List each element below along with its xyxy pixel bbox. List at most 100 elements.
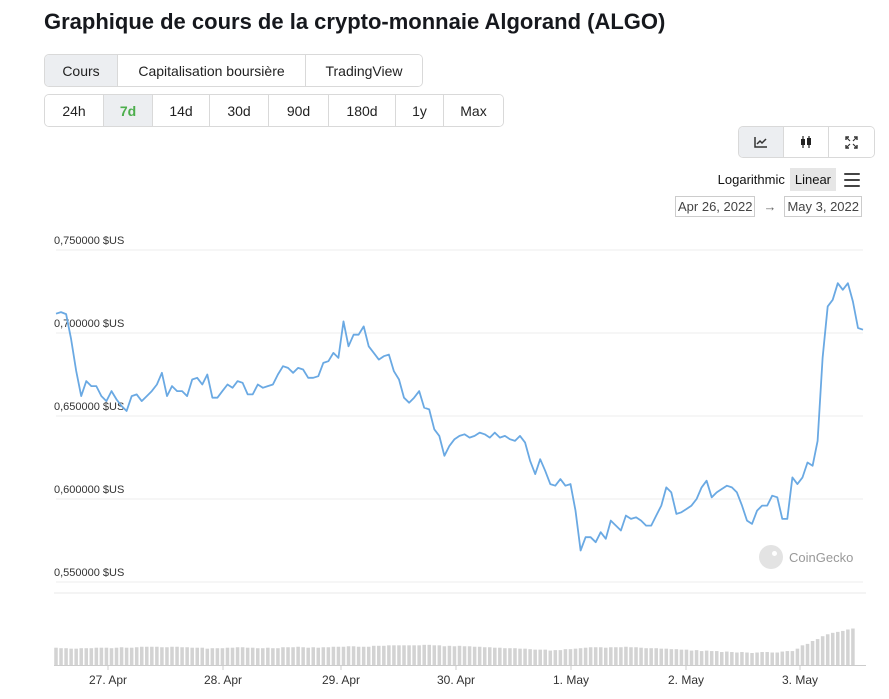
range-max[interactable]: Max [444, 95, 503, 126]
range-180d[interactable]: 180d [329, 95, 396, 126]
volume-bar [255, 648, 260, 665]
volume-bar [245, 647, 250, 665]
volume-bar [442, 646, 447, 665]
volume-bar [508, 648, 512, 665]
volume-bar [482, 647, 487, 665]
volume-bar [730, 652, 734, 665]
y-tick-label: 0,700000 $US [54, 318, 124, 330]
volume-bar [165, 647, 169, 665]
volume-bar [366, 646, 371, 665]
menu-icon[interactable] [844, 172, 860, 187]
volume-bar [619, 647, 623, 665]
volume-bar [427, 644, 432, 665]
volume-bar [568, 649, 573, 665]
range-tabs: 24h 7d 14d 30d 90d 180d 1y Max [44, 94, 504, 127]
y-tick-label: 0,550000 $US [54, 567, 124, 579]
volume-bar [220, 648, 225, 665]
volume-bar [588, 647, 593, 665]
volume-bar [336, 646, 341, 665]
tab-cours[interactable]: Cours [45, 55, 118, 86]
volume-bar [699, 651, 704, 665]
volume-bar [760, 652, 764, 665]
volume-bar [155, 646, 159, 665]
volume-bar [634, 647, 638, 665]
volume-bar [291, 647, 295, 665]
volume-bar [462, 646, 467, 665]
fullscreen-button[interactable] [829, 127, 874, 157]
scale-logarithmic[interactable]: Logarithmic [717, 172, 785, 187]
volume-bar [709, 651, 714, 665]
price-line [55, 282, 864, 552]
volume-bar [598, 647, 603, 665]
volume-bar [266, 647, 270, 665]
volume-bar [755, 652, 759, 665]
scale-linear[interactable]: Linear [789, 168, 836, 191]
volume-bar [417, 645, 421, 665]
volume-bar [533, 649, 537, 665]
volume-bar [810, 641, 815, 665]
volume-bar [740, 652, 744, 665]
volume-bar [654, 648, 658, 665]
date-range: Apr 26, 2022 → May 3, 2022 [675, 196, 862, 217]
volume-bar [624, 646, 628, 665]
volume-bar [387, 645, 391, 665]
volume-bar [190, 647, 194, 665]
volume-bar [150, 646, 154, 665]
volume-bar [775, 652, 780, 665]
volume-bar [815, 639, 820, 665]
volume-bar [795, 648, 800, 665]
y-tick-label: 0,600000 $US [54, 484, 124, 496]
range-14d[interactable]: 14d [153, 95, 210, 126]
volume-bar [180, 647, 184, 665]
volume-bar [210, 648, 215, 665]
volume-bar [487, 647, 492, 665]
volume-bar [725, 651, 729, 665]
volume-bar [402, 645, 406, 665]
candlestick-button[interactable] [784, 127, 829, 157]
volume-bar [225, 647, 230, 665]
candlestick-icon [801, 136, 811, 148]
x-tick-label: 30. Apr [437, 673, 475, 687]
line-chart-icon [754, 137, 767, 148]
volume-bar [361, 646, 366, 665]
volume-bar [563, 649, 568, 665]
volume-bar [513, 648, 517, 665]
range-30d[interactable]: 30d [210, 95, 269, 126]
volume-bar [745, 652, 749, 665]
x-tick-label: 1. May [553, 673, 589, 687]
volume-bar [523, 648, 527, 665]
volume-bar [452, 646, 457, 665]
volume-bar [382, 645, 386, 665]
range-7d[interactable]: 7d [104, 95, 153, 126]
volume-bar [94, 647, 99, 665]
volume-bar [311, 647, 315, 665]
volume-bar [639, 647, 643, 665]
volume-bar [785, 651, 790, 665]
tab-tradingview[interactable]: TradingView [306, 55, 422, 86]
volume-bar [89, 648, 94, 665]
volume-bar [175, 646, 179, 665]
date-to-input[interactable]: May 3, 2022 [784, 196, 862, 217]
volume-bar [407, 645, 411, 665]
volume-bar [296, 646, 300, 665]
volume-bar [235, 647, 240, 665]
volume-bar [558, 650, 563, 665]
volume-bar [820, 636, 825, 665]
volume-bar [447, 645, 452, 665]
fullscreen-icon [845, 135, 858, 149]
volume-bar [836, 631, 840, 665]
range-1y[interactable]: 1y [396, 95, 444, 126]
line-chart-button[interactable] [739, 127, 784, 157]
date-from-input[interactable]: Apr 26, 2022 [675, 196, 756, 217]
volume-bar [644, 648, 648, 665]
tab-market-cap[interactable]: Capitalisation boursière [118, 55, 306, 86]
range-24h[interactable]: 24h [45, 95, 104, 126]
volume-bar [170, 646, 174, 665]
volume-bar [104, 647, 109, 665]
volume-bar [412, 645, 416, 665]
volume-bar [195, 647, 199, 665]
volume-bar [109, 648, 114, 665]
volume-bar [830, 632, 835, 665]
volume-bar [437, 645, 442, 665]
range-90d[interactable]: 90d [269, 95, 329, 126]
